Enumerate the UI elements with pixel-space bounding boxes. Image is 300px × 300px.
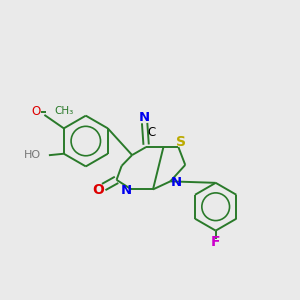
Text: F: F [211, 235, 220, 249]
Text: S: S [176, 135, 186, 148]
Text: C: C [147, 126, 155, 139]
Text: O: O [32, 105, 41, 118]
Text: CH₃: CH₃ [55, 106, 74, 116]
Text: O: O [92, 183, 104, 197]
Text: N: N [139, 111, 150, 124]
Text: N: N [171, 176, 182, 189]
Text: N: N [121, 184, 132, 197]
Text: HO: HO [24, 150, 41, 160]
